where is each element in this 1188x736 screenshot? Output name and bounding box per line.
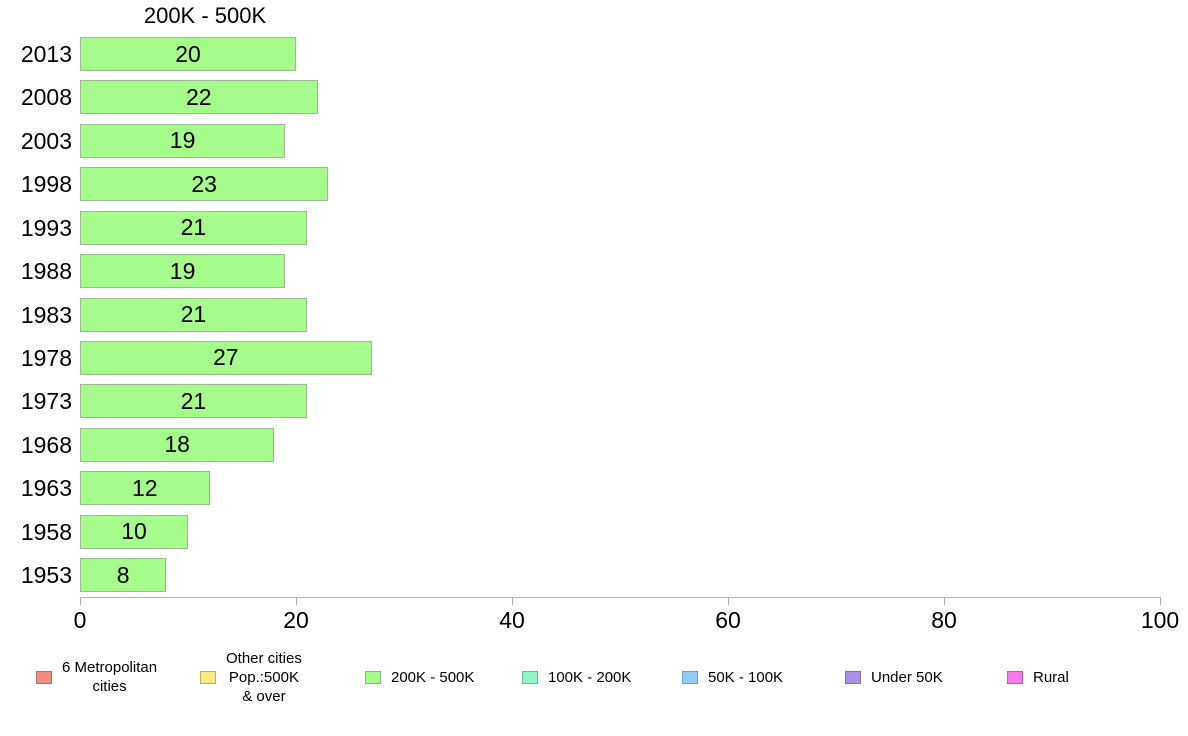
bar-value-label: 21 (180, 214, 207, 241)
x-axis-tick (80, 597, 81, 605)
legend-item: Other cities Pop.:500K & over (200, 649, 302, 706)
y-axis-category-label: 2013 (20, 41, 72, 67)
y-axis-category-label: 2008 (20, 84, 72, 111)
bar: 19 (80, 123, 286, 158)
x-axis-tick (1160, 597, 1161, 605)
x-axis-tick-label: 80 (931, 607, 957, 633)
y-axis-category-label: 2003 (20, 127, 72, 154)
legend-label: 50K - 100K (708, 668, 784, 686)
y-axis-category-label: 1973 (20, 388, 72, 415)
bar-value-label: 27 (213, 344, 239, 371)
bar-value-label: 22 (186, 83, 212, 110)
chart-title: 200K - 500K (143, 3, 267, 28)
x-axis-tick (944, 597, 945, 605)
legend-label: 100K - 200K (548, 668, 632, 686)
bar-value-label: 21 (180, 301, 207, 328)
bar-value-label: 19 (169, 257, 196, 284)
bar: 22 (80, 80, 318, 115)
legend-swatch (522, 670, 538, 684)
bar-value-label: 19 (169, 127, 196, 154)
legend-item: Rural (1007, 668, 1069, 687)
bar-value-label: 23 (191, 170, 217, 197)
bar: 21 (80, 210, 307, 245)
legend-label: Rural (1033, 668, 1069, 686)
legend-label: 200K - 500K (391, 668, 475, 686)
y-axis-category-label: 1968 (20, 431, 72, 458)
legend-swatch (682, 670, 698, 684)
bar-value-label: 18 (164, 431, 190, 458)
bar-value-label: 20 (175, 40, 201, 67)
x-axis-tick (728, 597, 729, 605)
legend-item: 50K - 100K (682, 668, 783, 687)
bar: 20 (80, 37, 296, 71)
legend-swatch (365, 670, 381, 684)
x-axis-tick (296, 597, 297, 605)
legend-swatch (36, 670, 52, 684)
bar: 21 (80, 384, 307, 419)
x-axis-tick-label: 20 (283, 607, 309, 633)
x-axis-tick-label: 0 (73, 607, 87, 633)
bar: 10 (80, 514, 188, 549)
bar-value-label: 21 (180, 387, 207, 414)
bar: 21 (80, 297, 307, 332)
y-axis-category-label: 1983 (20, 301, 72, 328)
bar: 12 (80, 471, 210, 506)
legend-item: 6 Metropolitan cities (36, 658, 157, 696)
y-axis-category-label: 1963 (20, 475, 72, 502)
legend-item: 100K - 200K (522, 668, 631, 687)
y-axis-category-label: 1988 (20, 258, 72, 285)
legend-swatch (200, 670, 216, 684)
y-axis-category-label: 1953 (20, 562, 72, 589)
x-axis-tick-label: 100 (1140, 607, 1180, 633)
legend-label: 6 Metropolitan cities (62, 659, 158, 695)
y-axis-category-label: 1993 (20, 214, 72, 241)
bar-value-label: 10 (121, 518, 147, 545)
bar-value-label: 8 (116, 561, 130, 588)
y-axis-category-label: 1978 (20, 344, 72, 371)
bar: 27 (80, 340, 372, 375)
legend-label: Other cities Pop.:500K & over (226, 649, 302, 705)
bar: 18 (80, 427, 275, 462)
x-axis-line (80, 597, 1160, 598)
legend-swatch (1007, 670, 1023, 684)
bar-value-label: 12 (132, 474, 158, 501)
bar: 23 (80, 167, 329, 202)
y-axis-category-label: 1958 (20, 518, 72, 545)
legend-swatch (845, 670, 861, 684)
x-axis-tick-label: 40 (499, 607, 525, 633)
x-axis-tick-label: 60 (715, 607, 741, 633)
legend-label: Under 50K (871, 668, 943, 686)
y-axis-category-label: 1998 (20, 171, 72, 198)
bar: 19 (80, 254, 286, 289)
legend-item: 200K - 500K (365, 668, 474, 687)
x-axis-tick (512, 597, 513, 605)
bar: 8 (80, 558, 167, 593)
legend-item: Under 50K (845, 668, 943, 687)
